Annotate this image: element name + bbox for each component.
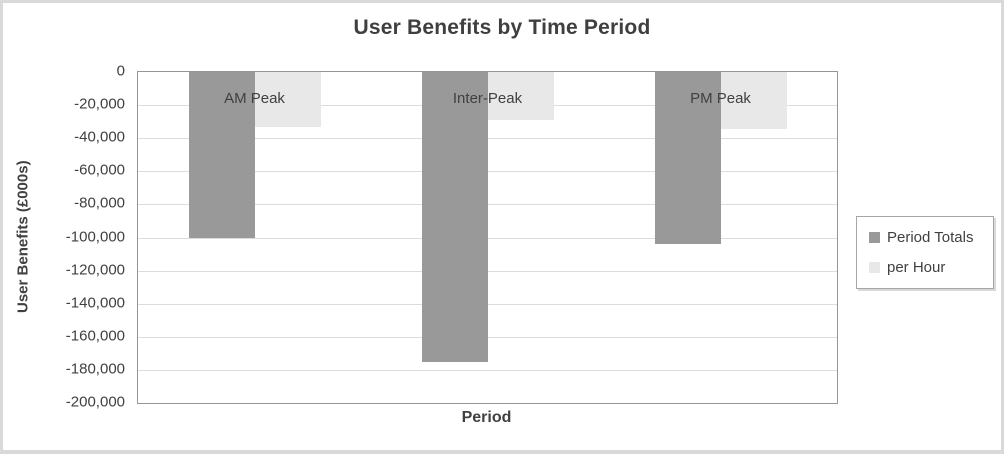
y-tick-label: 0: [116, 62, 125, 80]
bar-period-totals: [189, 72, 255, 238]
bar-per-hour: [721, 72, 787, 129]
legend-label-period-totals: Period Totals: [887, 229, 974, 246]
bar-period-totals: [422, 72, 488, 362]
y-tick-label: -180,000: [65, 360, 125, 378]
per-hour-swatch-icon: [869, 262, 880, 273]
legend-item-per-hour: per Hour: [869, 259, 987, 276]
chart-title: User Benefits by Time Period: [353, 16, 651, 39]
y-tick-label: -120,000: [65, 261, 125, 279]
category-label: AM Peak: [224, 90, 285, 107]
category-label: PM Peak: [690, 90, 751, 107]
y-axis-ticks: 0 -20,000 -40,000 -60,000 -80,000 -100,000 -12…: [3, 63, 125, 411]
bar-per-hour: [255, 72, 321, 127]
y-tick-label: -40,000: [74, 128, 125, 146]
y-tick-label: -20,000: [74, 95, 125, 113]
y-tick-label: -80,000: [74, 194, 125, 212]
y-tick-label: -160,000: [65, 327, 125, 345]
period-totals-swatch-icon: [869, 232, 880, 243]
plot-area: AM Peak Inter-Peak PM Peak: [137, 71, 838, 404]
legend-item-period-totals: Period Totals: [869, 229, 987, 246]
legend: Period Totals per Hour: [856, 216, 994, 289]
bar-per-hour: [488, 72, 554, 120]
category-label: Inter-Peak: [452, 90, 523, 107]
y-tick-label: -100,000: [65, 228, 125, 246]
gridline: [138, 370, 837, 371]
y-tick-label: -200,000: [65, 393, 125, 411]
y-tick-label: -60,000: [74, 161, 125, 179]
y-tick-label: -140,000: [65, 294, 125, 312]
x-axis-title: Period: [461, 409, 512, 426]
bar-period-totals: [655, 72, 721, 244]
legend-label-per-hour: per Hour: [887, 259, 946, 276]
